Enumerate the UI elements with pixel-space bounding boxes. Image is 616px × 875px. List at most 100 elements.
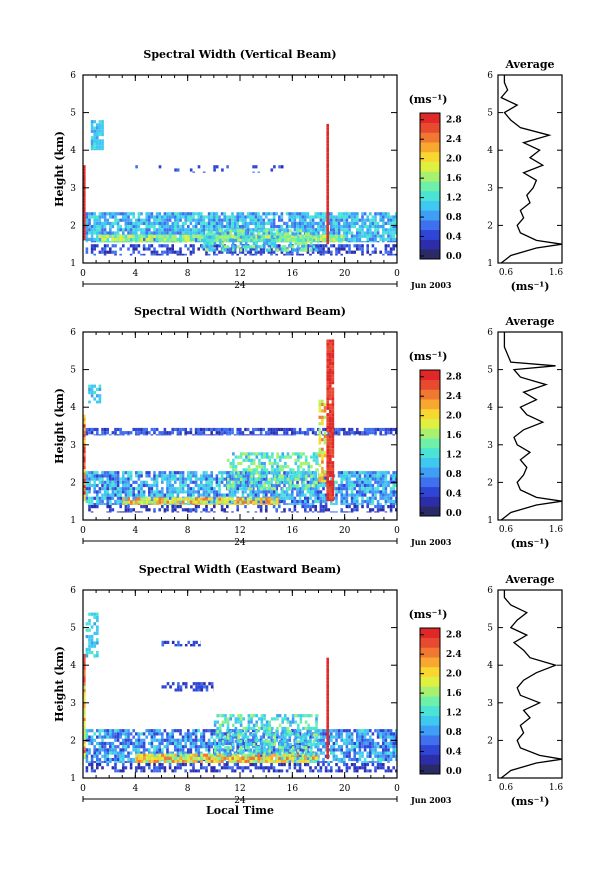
heatmap-cell bbox=[330, 218, 333, 222]
heatmap-cell bbox=[168, 471, 172, 475]
heatmap-cell bbox=[83, 465, 86, 470]
heatmap-cell bbox=[322, 735, 325, 739]
heatmap-cell bbox=[200, 480, 203, 484]
heatmap-cell bbox=[119, 225, 122, 229]
heatmap-cell bbox=[176, 500, 180, 504]
heatmap-cell bbox=[323, 441, 327, 445]
heatmap-cell bbox=[369, 735, 372, 739]
heatmap-cell bbox=[280, 490, 284, 494]
heatmap-cell bbox=[345, 237, 349, 241]
heatmap-cell bbox=[166, 434, 169, 436]
heatmap-cell bbox=[275, 511, 278, 513]
heatmap-cell bbox=[200, 500, 203, 504]
heatmap-cell bbox=[132, 234, 136, 238]
heatmap-cell bbox=[192, 225, 195, 229]
heatmap-cell bbox=[158, 238, 162, 242]
heatmap-cell bbox=[168, 474, 172, 478]
heatmap-cell bbox=[326, 406, 329, 410]
heatmap-cell bbox=[331, 419, 335, 423]
heatmap-cell bbox=[103, 732, 107, 736]
heatmap-cell bbox=[210, 729, 213, 733]
heatmap-cell bbox=[96, 493, 99, 497]
heatmap-cell bbox=[111, 735, 115, 739]
heatmap-cell bbox=[90, 735, 94, 739]
heatmap-cell bbox=[132, 496, 135, 500]
heatmap-cell bbox=[158, 244, 161, 248]
heatmap-cell bbox=[395, 729, 397, 733]
heatmap-cell bbox=[350, 487, 354, 491]
heatmap-cell bbox=[337, 471, 341, 475]
heatmap-cell bbox=[205, 745, 208, 749]
heatmap-cell bbox=[326, 486, 329, 490]
heatmap-cell bbox=[337, 234, 341, 238]
heatmap-cell bbox=[158, 738, 161, 742]
heatmap-cell bbox=[268, 461, 272, 466]
heatmap-cell bbox=[268, 248, 271, 252]
heatmap-cell bbox=[358, 241, 362, 243]
heatmap-cell bbox=[254, 250, 258, 254]
date-label: Jun 2003 bbox=[410, 537, 452, 547]
heatmap-cell bbox=[90, 250, 94, 254]
heatmap-cell bbox=[158, 493, 161, 497]
heatmap-cell bbox=[337, 250, 341, 254]
heatmap-cell bbox=[194, 471, 198, 475]
heatmap-cell bbox=[168, 738, 172, 742]
heatmap-cell bbox=[326, 235, 329, 240]
heatmap-cell bbox=[265, 248, 269, 252]
heatmap-cell bbox=[271, 487, 274, 490]
heatmap-cell bbox=[288, 493, 291, 497]
heatmap-cell bbox=[356, 496, 359, 500]
heatmap-cell bbox=[239, 215, 242, 219]
heatmap-cell bbox=[122, 474, 125, 478]
heatmap-cell bbox=[228, 225, 232, 229]
heatmap-cell bbox=[389, 215, 393, 219]
heatmap-cell bbox=[181, 241, 185, 243]
heatmap-cell bbox=[356, 431, 359, 435]
heatmap-cell bbox=[343, 218, 346, 222]
heatmap-cell bbox=[309, 231, 312, 235]
heatmap-cell bbox=[124, 738, 128, 742]
heatmap-cell bbox=[181, 212, 185, 216]
heatmap-cell bbox=[111, 231, 115, 235]
heatmap-cell bbox=[174, 234, 177, 238]
heatmap-cell bbox=[213, 234, 216, 238]
heatmap-cell bbox=[130, 500, 133, 504]
heatmap-cell bbox=[252, 165, 255, 169]
heatmap-cell bbox=[306, 431, 310, 435]
heatmap-cell bbox=[168, 241, 172, 243]
heatmap-cell bbox=[205, 474, 208, 478]
heatmap-cell bbox=[119, 427, 122, 432]
heatmap-cell bbox=[331, 441, 335, 446]
heatmap-cell bbox=[307, 229, 310, 233]
heatmap-cell bbox=[278, 468, 282, 472]
heatmap-cell bbox=[114, 434, 117, 436]
heatmap-cell bbox=[145, 212, 148, 216]
heatmap-cell bbox=[376, 490, 380, 494]
heatmap-cell bbox=[254, 434, 258, 436]
heatmap-cell bbox=[255, 481, 259, 485]
heatmap-cell bbox=[179, 499, 182, 504]
heatmap-cell bbox=[326, 381, 329, 385]
heatmap-cell bbox=[348, 241, 351, 243]
heatmap-cell bbox=[85, 496, 89, 500]
heatmap-cell bbox=[202, 503, 206, 505]
heatmap-cell bbox=[252, 503, 255, 505]
heatmap-cell bbox=[88, 431, 91, 435]
heatmap-cell bbox=[335, 511, 338, 513]
heatmap-cell bbox=[281, 248, 284, 252]
heatmap-cell bbox=[366, 237, 369, 241]
heatmap-cell bbox=[210, 215, 213, 219]
heatmap-cell bbox=[294, 248, 297, 252]
heatmap-cell bbox=[101, 228, 104, 232]
heatmap-cell bbox=[331, 467, 335, 471]
heatmap-cell bbox=[231, 738, 234, 742]
heatmap-cell bbox=[142, 732, 146, 736]
x-tick-label: 0 bbox=[394, 526, 400, 536]
heatmap-cell bbox=[293, 212, 297, 216]
heatmap-cell bbox=[345, 499, 349, 504]
heatmap-cell bbox=[249, 218, 252, 222]
heatmap-cell bbox=[343, 503, 346, 505]
heatmap-cell bbox=[215, 480, 219, 484]
heatmap-cell bbox=[176, 241, 180, 243]
heatmap-cell bbox=[283, 483, 286, 488]
